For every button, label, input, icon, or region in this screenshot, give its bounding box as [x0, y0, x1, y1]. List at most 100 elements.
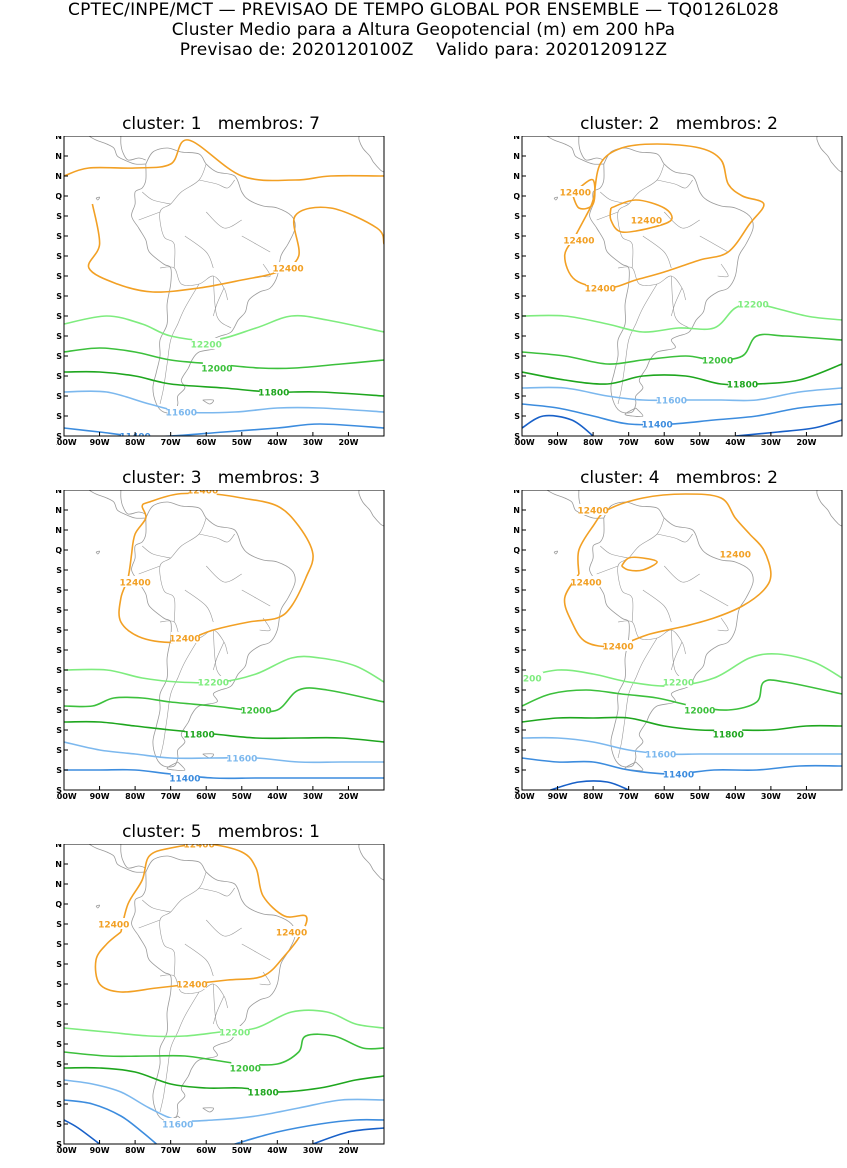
map-border — [63, 135, 385, 437]
lat-label: 55S — [514, 766, 520, 775]
lat-label: 10S — [514, 586, 520, 595]
lon-label: 50W — [690, 438, 710, 447]
country-border — [259, 617, 271, 632]
contour-label: 11400 — [169, 775, 200, 785]
contour-label-background — [739, 298, 768, 309]
lon-label: 90W — [90, 438, 110, 447]
lat-label: 35S — [514, 686, 520, 695]
lat-label: 25S — [56, 646, 62, 655]
lon-label: 80W — [583, 438, 603, 447]
contour-label: 11800 — [247, 1089, 278, 1099]
contour-label: 11600 — [226, 755, 257, 765]
lon-label: 20W — [796, 792, 816, 801]
country-border — [142, 191, 171, 205]
lon-label: 30W — [761, 792, 781, 801]
country-border — [617, 517, 665, 623]
map-border — [521, 135, 843, 437]
contour-line-12200 — [64, 314, 384, 342]
contour-label-background — [242, 704, 270, 715]
lat-label: 30S — [514, 666, 520, 675]
lat-label: 5N — [56, 172, 62, 181]
lat-label: EQ — [514, 546, 520, 555]
lat-label: 15S — [56, 960, 62, 969]
country-border — [159, 991, 200, 1113]
coastline — [358, 136, 384, 173]
lat-label: 40S — [514, 706, 520, 715]
lon-label: 20W — [796, 438, 816, 447]
country-border — [671, 275, 690, 329]
contour-map: 12400122001200011800116001140015N10N5NEQ… — [44, 132, 385, 447]
lat-label: 20S — [514, 272, 520, 281]
contour-label-background — [188, 490, 217, 495]
contour-label-background — [121, 576, 150, 587]
lat-label: 15N — [56, 490, 62, 495]
contour-line-11800 — [64, 720, 384, 743]
contour-label-background — [685, 704, 714, 715]
lon-label: 70W — [619, 792, 639, 801]
lat-label: 10N — [514, 506, 520, 515]
lat-label: 50S — [514, 746, 520, 755]
country-border — [205, 919, 242, 937]
contour-label: 12400 — [176, 981, 207, 991]
lon-label: 90W — [548, 438, 568, 447]
contour-label-background — [643, 418, 672, 429]
contour-label-background — [632, 214, 661, 225]
lat-label: 30S — [56, 312, 62, 321]
contour-label-background — [522, 672, 544, 683]
map-frame: 12400 12400 12400 12400 12200 12000 11800 11600… — [44, 840, 386, 1168]
country-border — [159, 637, 200, 759]
contour-label: 12000 — [240, 707, 271, 717]
coastline — [589, 147, 754, 414]
lat-label: 5S — [56, 920, 62, 929]
coastline — [202, 753, 214, 759]
contour-line-12000 — [522, 333, 842, 365]
lon-label: 90W — [548, 792, 568, 801]
coastline — [95, 904, 101, 909]
contour-line-11200 — [522, 414, 594, 436]
panel-title: cluster: 4 membros: 2 — [580, 468, 778, 488]
lat-label: 15N — [514, 136, 520, 141]
country-border — [241, 235, 271, 253]
country-border — [199, 533, 235, 543]
lon-label: 100W — [56, 1146, 77, 1155]
contour-line-11400 — [64, 768, 384, 780]
contour-line-12400 — [620, 556, 658, 572]
lon-label: 60W — [654, 438, 674, 447]
coastline — [553, 550, 559, 555]
lat-label: 35S — [514, 332, 520, 341]
country-border — [213, 629, 232, 683]
lon-label: 90W — [90, 792, 110, 801]
contour-label-background — [185, 728, 214, 739]
lon-label: 50W — [232, 1146, 252, 1155]
contour-line-12400 — [118, 492, 314, 644]
country-border — [717, 617, 729, 632]
country-border — [213, 995, 225, 1025]
country-border — [159, 871, 207, 977]
coastline — [120, 490, 146, 515]
lat-label: 30S — [56, 1020, 62, 1029]
country-border — [159, 163, 207, 269]
lon-label: 80W — [125, 1146, 145, 1155]
lat-label: EQ — [56, 900, 62, 909]
contour-line-12000 — [64, 1033, 384, 1066]
lat-label: 35S — [56, 332, 62, 341]
contour-label-background — [170, 772, 199, 783]
panel-title: cluster: 2 membros: 2 — [580, 114, 778, 134]
country-border — [138, 565, 161, 575]
country-border — [184, 589, 214, 623]
contour-line-11800 — [522, 363, 842, 386]
coastline — [624, 407, 644, 418]
lat-label: 40S — [56, 706, 62, 715]
lat-label: 15S — [56, 252, 62, 261]
contour-label: 12200 — [191, 341, 222, 351]
lon-label: 30W — [303, 438, 323, 447]
lat-label: 15N — [56, 844, 62, 849]
lon-label: 20W — [338, 792, 358, 801]
lat-label: 5S — [514, 212, 520, 221]
country-border — [657, 179, 693, 189]
country-border — [663, 211, 700, 229]
coastline — [95, 196, 101, 201]
contour-label: 12000 — [201, 365, 232, 375]
lon-label: 50W — [690, 792, 710, 801]
